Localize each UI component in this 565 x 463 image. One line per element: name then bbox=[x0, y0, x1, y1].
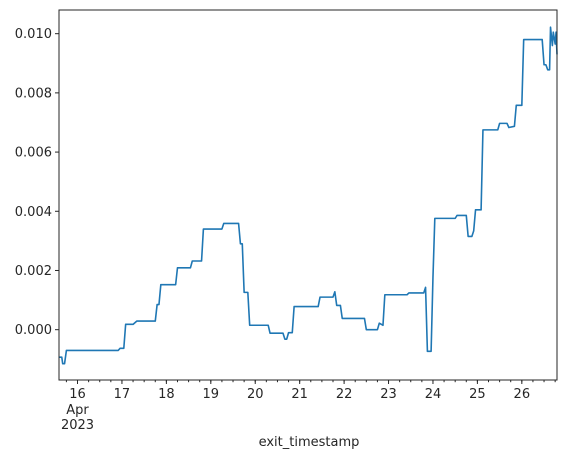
x-tick-label: 20 bbox=[247, 387, 264, 402]
x-tick-sublabel: Apr bbox=[66, 403, 89, 418]
plot-area bbox=[59, 10, 558, 380]
y-axis-ticks: 0.000 0.002 0.004 0.006 0.008 0.010 bbox=[15, 27, 59, 338]
x-tick-label: 19 bbox=[203, 387, 220, 402]
x-tick-sublabel: 2023 bbox=[61, 418, 94, 433]
x-tick-label: 17 bbox=[114, 387, 131, 402]
y-tick-label: 0.002 bbox=[15, 264, 52, 279]
x-tick-label: 16 bbox=[69, 387, 86, 402]
x-tick-label: 21 bbox=[291, 387, 308, 402]
x-tick-label: 25 bbox=[469, 387, 486, 402]
y-tick-label: 0.004 bbox=[15, 205, 52, 220]
x-axis-label: exit_timestamp bbox=[259, 435, 360, 450]
y-tick-label: 0.008 bbox=[15, 86, 52, 101]
y-tick-label: 0.006 bbox=[15, 146, 52, 161]
axes-frame bbox=[58, 9, 558, 381]
x-tick-label: 24 bbox=[425, 387, 442, 402]
x-tick-label: 18 bbox=[158, 387, 175, 402]
x-tick-label: 22 bbox=[336, 387, 353, 402]
series-line bbox=[59, 26, 558, 365]
axes-background bbox=[59, 10, 557, 380]
y-tick-label: 0.010 bbox=[15, 27, 52, 42]
x-tick-label: 26 bbox=[514, 387, 531, 402]
x-tick-label: 23 bbox=[380, 387, 397, 402]
y-tick-label: 0.000 bbox=[15, 323, 52, 338]
